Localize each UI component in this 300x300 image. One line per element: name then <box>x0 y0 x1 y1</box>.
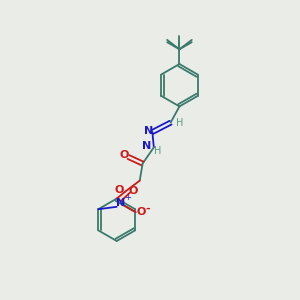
Text: N: N <box>142 141 152 151</box>
Text: H: H <box>154 146 161 157</box>
Text: -: - <box>146 204 150 214</box>
Text: O: O <box>119 150 128 160</box>
Text: O: O <box>114 185 124 195</box>
Text: O: O <box>129 186 138 196</box>
Text: O: O <box>136 207 146 217</box>
Text: N: N <box>144 126 153 136</box>
Text: N: N <box>116 198 126 208</box>
Text: +: + <box>124 194 131 202</box>
Text: H: H <box>176 118 184 128</box>
